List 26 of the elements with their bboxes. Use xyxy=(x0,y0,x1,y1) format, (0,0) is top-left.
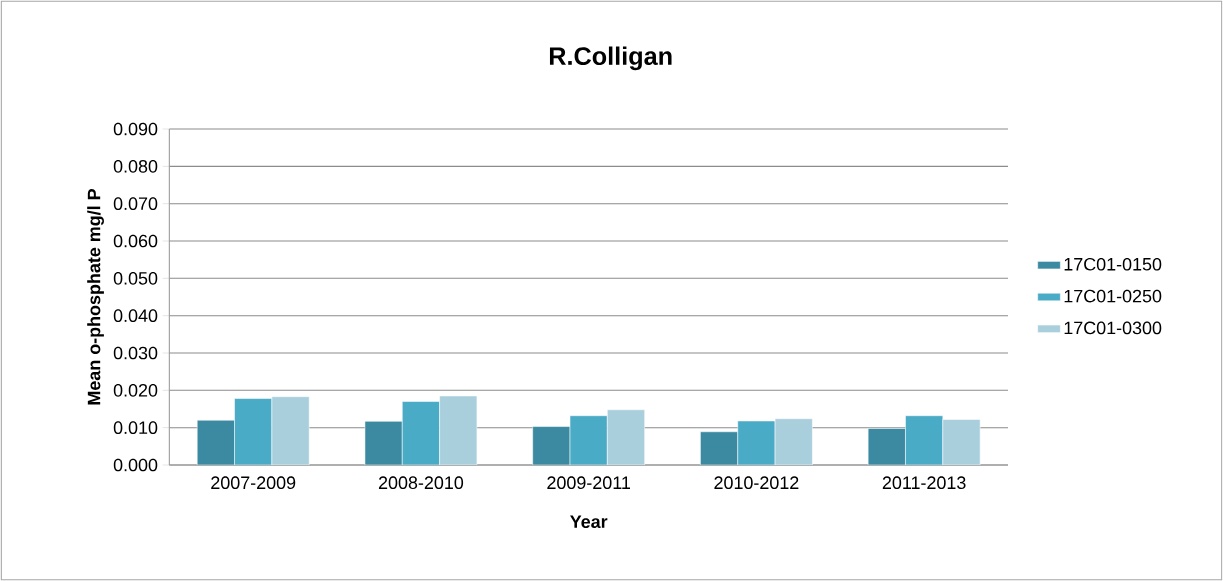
x-axis-title: Year xyxy=(570,515,608,529)
y-tick-label: 0.020 xyxy=(113,383,158,397)
y-tick-label: 0.060 xyxy=(113,234,158,248)
y-tick-label: 0.030 xyxy=(113,346,158,360)
legend-label: 17C01-0300 xyxy=(1064,321,1162,335)
x-tick-label: 2008-2010 xyxy=(378,476,464,490)
x-tick-label: 2011-2013 xyxy=(882,476,966,490)
chart-title: R.Colligan xyxy=(549,46,672,71)
legend-label: 17C01-0250 xyxy=(1064,289,1162,303)
y-tick-label: 0.090 xyxy=(113,122,158,136)
bar xyxy=(867,428,906,465)
x-tick-label: 2010-2012 xyxy=(714,476,799,490)
bar xyxy=(364,421,403,465)
y-tick-label: 0.010 xyxy=(113,421,158,435)
bar xyxy=(700,431,739,465)
y-axis-title: Mean o-phosphate mg/l P xyxy=(87,189,104,405)
y-tick-label: 0.070 xyxy=(113,197,158,211)
y-tick-label: 0.080 xyxy=(113,160,158,173)
legend-label: 17C01-0150 xyxy=(1064,257,1162,271)
y-tick-label: 0.000 xyxy=(113,458,158,472)
y-tick-label: 0.040 xyxy=(113,309,158,323)
y-tick-label: 0.050 xyxy=(113,271,158,285)
bar xyxy=(532,426,571,465)
x-tick-label: 2007-2009 xyxy=(211,476,296,490)
x-tick-label: 2009-2011 xyxy=(547,476,630,490)
bar xyxy=(196,419,235,465)
